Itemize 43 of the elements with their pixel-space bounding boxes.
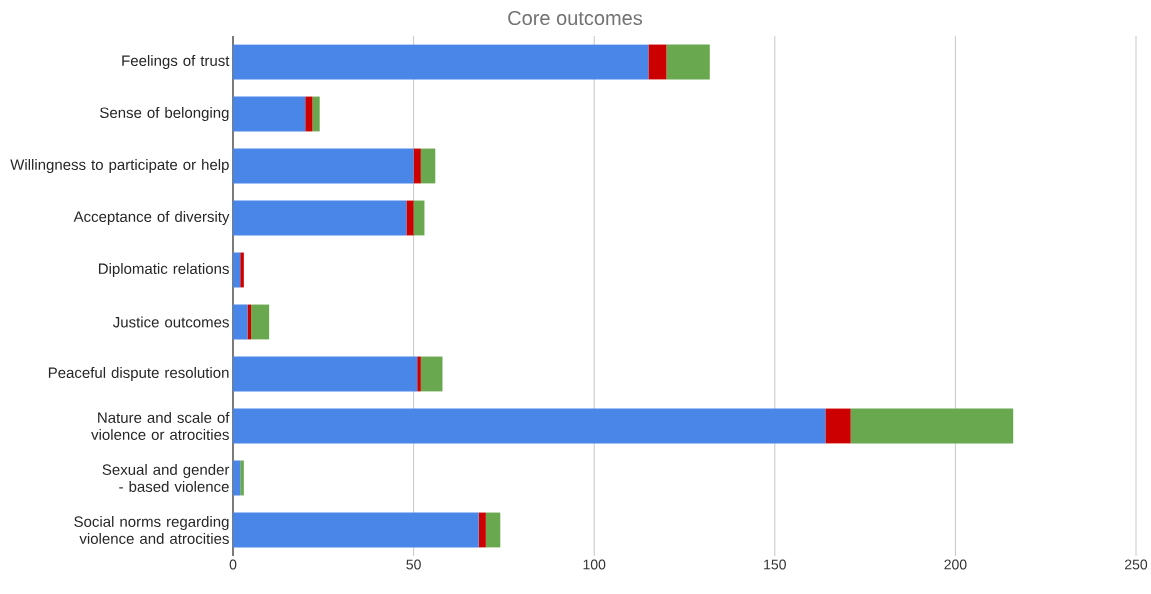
bar (312, 96, 320, 132)
bar (247, 304, 252, 340)
x-tick-label: 150 (764, 559, 786, 570)
bar (233, 96, 306, 132)
bar (240, 252, 244, 288)
x-tick-label: 250 (1125, 559, 1148, 570)
y-tick-label: Feelings of trust (122, 55, 230, 69)
y-tick-label: Nature and scale of violence or atrocities (91, 411, 230, 440)
bar (233, 200, 407, 236)
bar (413, 148, 421, 184)
bar (850, 408, 1014, 444)
x-tick-label: 100 (583, 559, 606, 570)
bar (420, 356, 443, 392)
y-tick-label: Peaceful dispute resolution (48, 366, 229, 381)
y-tick-label: Social norms regarding violence and atrocities (74, 515, 229, 544)
bar (417, 356, 421, 392)
bar (305, 96, 313, 132)
bar (233, 148, 414, 184)
y-tick-label: Sense of belonging (100, 107, 229, 121)
bar (251, 304, 270, 340)
bar (233, 408, 826, 444)
bar (648, 44, 667, 80)
bar (406, 200, 414, 236)
bar (233, 44, 649, 80)
y-tick-label: Justice outcomes (112, 316, 229, 328)
bar (420, 148, 436, 184)
bar (666, 44, 710, 80)
x-tick-label: 200 (944, 559, 967, 570)
bar (240, 460, 244, 496)
bar (478, 512, 486, 548)
y-tick-label: Diplomatic relations (98, 262, 229, 277)
bar (233, 512, 479, 548)
bar (413, 200, 425, 236)
y-tick-label: Acceptance of diversity (73, 210, 230, 225)
x-tick-label: 50 (406, 559, 421, 570)
bar (825, 408, 851, 444)
y-tick-label: Willingness to participate or help (10, 159, 229, 173)
x-tick-label: 0 (229, 559, 237, 570)
chart-title: Core outcomes (508, 10, 643, 26)
bar (233, 356, 418, 392)
y-tick-label: Sexual and gender - based violence (102, 463, 230, 492)
bar (233, 460, 241, 496)
bar (485, 512, 501, 548)
